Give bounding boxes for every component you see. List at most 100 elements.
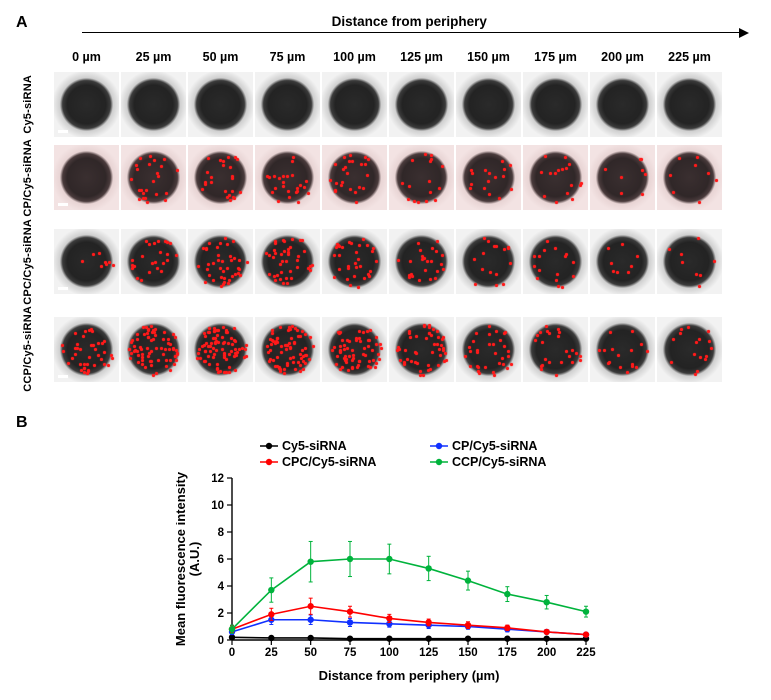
- column-header: 125 µm: [389, 50, 454, 70]
- image-cell: [657, 72, 722, 137]
- svg-text:6: 6: [217, 554, 223, 566]
- svg-text:200: 200: [537, 647, 556, 659]
- fluorescence-dots: [322, 145, 387, 210]
- svg-text:CP/Cy5-siRNA: CP/Cy5-siRNA: [452, 439, 537, 453]
- image-cell: [188, 145, 253, 210]
- svg-text:0: 0: [228, 647, 234, 659]
- image-cell: [657, 317, 722, 382]
- image-cell: [389, 317, 454, 382]
- image-cell: [188, 229, 253, 294]
- fluorescence-dots: [255, 145, 320, 210]
- svg-text:150: 150: [458, 647, 477, 659]
- scale-bar: [58, 130, 68, 133]
- line-chart: 0255075100125150175200225024681012Distan…: [176, 436, 596, 686]
- svg-text:CCP/Cy5-siRNA: CCP/Cy5-siRNA: [452, 455, 546, 469]
- x-axis-label: Distance from periphery (µm): [318, 668, 499, 683]
- scale-bar: [58, 203, 68, 206]
- image-cell: [389, 72, 454, 137]
- panel-a: A Distance from periphery 0 µm25 µm50 µm…: [16, 14, 755, 392]
- image-cell: [523, 145, 588, 210]
- image-cell: [389, 145, 454, 210]
- row-label: CPC/Cy5-siRNA: [22, 219, 52, 305]
- image-cell: [322, 145, 387, 210]
- svg-text:100: 100: [379, 647, 398, 659]
- image-cell: [188, 72, 253, 137]
- svg-text:8: 8: [217, 527, 224, 539]
- fluorescence-dots: [255, 229, 320, 294]
- image-cell: [255, 229, 320, 294]
- fluorescence-dots: [389, 229, 454, 294]
- svg-text:25: 25: [264, 647, 277, 659]
- image-cell: [590, 145, 655, 210]
- fluorescence-dots: [657, 317, 722, 382]
- image-cell: [322, 317, 387, 382]
- row-label: CP/Cy5-siRNA: [22, 139, 52, 217]
- fluorescence-dots: [188, 229, 253, 294]
- image-cell: [121, 317, 186, 382]
- image-cell: [188, 317, 253, 382]
- image-cell: [322, 72, 387, 137]
- image-cell: [523, 229, 588, 294]
- image-cell: [322, 229, 387, 294]
- column-header: 50 µm: [188, 50, 253, 70]
- svg-text:225: 225: [576, 647, 596, 659]
- row-label: CCP/Cy5-siRNA: [22, 306, 52, 392]
- fluorescence-dots: [54, 229, 119, 294]
- svg-text:4: 4: [217, 581, 224, 593]
- svg-text:125: 125: [419, 647, 439, 659]
- fluorescence-dots: [121, 145, 186, 210]
- image-cell: [255, 145, 320, 210]
- image-cell: [121, 72, 186, 137]
- fluorescence-dots: [322, 229, 387, 294]
- svg-text:CPC/Cy5-siRNA: CPC/Cy5-siRNA: [282, 455, 376, 469]
- image-cell: [523, 317, 588, 382]
- svg-text:Cy5-siRNA: Cy5-siRNA: [282, 439, 347, 453]
- svg-text:(A.U.): (A.U.): [187, 542, 202, 577]
- image-cell: [590, 317, 655, 382]
- image-cell: [121, 229, 186, 294]
- fluorescence-dots: [590, 317, 655, 382]
- image-cell: [456, 145, 521, 210]
- panel-a-label: A: [16, 14, 28, 32]
- fluorescence-dots: [456, 145, 521, 210]
- image-cell: [590, 229, 655, 294]
- image-cell: [456, 229, 521, 294]
- row-label: Cy5-siRNA: [22, 75, 52, 134]
- image-cell: [54, 72, 119, 137]
- column-header: 150 µm: [456, 50, 521, 70]
- image-cell: [389, 229, 454, 294]
- panel-b-label: B: [16, 414, 755, 432]
- svg-text:12: 12: [211, 473, 224, 485]
- distance-heading-text: Distance from periphery: [332, 14, 487, 29]
- chart-container: 0255075100125150175200225024681012Distan…: [176, 436, 596, 686]
- panel-b: B 0255075100125150175200225024681012Dist…: [16, 414, 755, 686]
- fluorescence-dots: [188, 145, 253, 210]
- column-header: 75 µm: [255, 50, 320, 70]
- image-cell: [657, 145, 722, 210]
- column-header: 225 µm: [657, 50, 722, 70]
- fluorescence-dots: [523, 229, 588, 294]
- fluorescence-dots: [54, 317, 119, 382]
- column-header: 0 µm: [54, 50, 119, 70]
- image-cell: [456, 72, 521, 137]
- image-cell: [54, 145, 119, 210]
- panel-a-heading: Distance from periphery: [64, 14, 755, 29]
- image-cell: [523, 72, 588, 137]
- svg-text:2: 2: [217, 608, 223, 620]
- fluorescence-dots: [255, 317, 320, 382]
- fluorescence-dots: [590, 229, 655, 294]
- fluorescence-dots: [657, 229, 722, 294]
- image-cell: [255, 317, 320, 382]
- column-header: 200 µm: [590, 50, 655, 70]
- column-header: 175 µm: [523, 50, 588, 70]
- image-cell: [590, 72, 655, 137]
- svg-text:0: 0: [217, 635, 223, 647]
- fluorescence-dots: [188, 317, 253, 382]
- svg-text:10: 10: [211, 500, 224, 512]
- fluorescence-dots: [121, 229, 186, 294]
- svg-text:50: 50: [304, 647, 317, 659]
- fluorescence-dots: [590, 145, 655, 210]
- image-cell: [255, 72, 320, 137]
- fluorescence-dots: [456, 317, 521, 382]
- image-cell: [657, 229, 722, 294]
